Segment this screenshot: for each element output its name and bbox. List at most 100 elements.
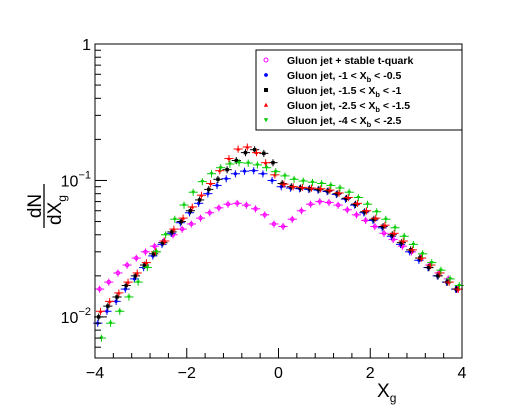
data-point [105,297,115,306]
data-point [103,302,113,310]
data-point [212,181,222,190]
data-point [343,194,353,202]
data-point [179,201,189,209]
data-point [381,215,391,223]
data-point [124,293,134,301]
data-point [113,269,123,277]
data-point [389,229,399,237]
data-point [130,272,140,280]
data-point [342,206,352,214]
data-point [371,214,381,222]
legend-label: Gluon jet + stable t-quark [287,55,413,67]
legend-marker [263,57,269,63]
data-point [131,254,141,262]
data-point [287,215,297,223]
data-point [436,266,446,274]
data-point [141,259,151,267]
data-point [417,250,428,258]
data-point [399,232,409,240]
data-point [408,240,418,249]
legend-label: Gluon jet, -1.5 < Xb < -1 [287,85,401,99]
x-tick-label: 2 [366,365,375,382]
data-point [150,242,160,250]
data-point [277,180,287,188]
data-point [306,184,317,192]
data-point [307,178,318,186]
data-point [370,223,380,231]
y-axis-title-num: dN [25,194,46,218]
data-point [271,168,281,176]
data-point [233,145,243,153]
legend-marker [263,102,269,107]
data-point [106,319,116,327]
data-point [214,204,224,212]
data-point [335,184,345,192]
data-point [279,180,289,188]
y-axis-title-den-sub: g [55,195,69,202]
data-point [121,282,131,290]
data-point [270,171,280,179]
data-point [115,307,125,315]
data-point [123,278,133,286]
data-point [433,272,443,280]
data-point [133,278,143,286]
data-point [249,167,259,175]
data-point [258,170,268,178]
legend-label: Gluon jet, -2.5 < Xb < -1.5 [287,100,410,114]
data-point [372,208,382,216]
x-axis-title-main: X [377,381,390,402]
data-point [142,264,152,272]
data-point [267,177,277,185]
data-point [353,194,363,202]
x-axis-title: Xg [377,381,396,405]
data-point [444,278,454,286]
y-axis-title-den-main: dX [45,201,66,225]
data-point [398,237,408,245]
legend-entry: Gluon jet, -1.5 < Xb < -1 [264,85,401,99]
data-point [187,203,197,211]
data-point [261,164,272,172]
data-point [417,254,427,262]
data-point [379,229,389,237]
y-tick-label: 1 [82,37,91,54]
data-point [251,149,262,157]
data-point [316,185,326,193]
data-point [95,307,106,315]
series-5 [96,159,464,342]
data-point [213,175,223,183]
data-point [317,180,327,188]
data-point [380,221,390,229]
legend-label: Gluon jet, -4 < Xb < -2.5 [287,115,401,129]
legend-marker [264,73,268,77]
data-point [230,170,240,178]
data-point [259,149,269,158]
data-point [188,188,198,196]
data-point [114,289,124,297]
legend-entry: Gluon jet, -4 < Xb < -2.5 [263,115,401,129]
data-point [158,239,168,247]
data-point [216,164,226,172]
data-point [260,211,270,219]
data-point [352,199,362,207]
data-point [324,198,334,207]
legend: Gluon jet + stable t-quark Gluon jet, -1 … [255,49,463,131]
data-point [132,269,142,277]
data-point [261,159,271,167]
data-point [243,159,253,167]
data-point [289,175,299,183]
data-point [206,170,217,178]
y-axis-title: dN dXg [25,184,69,228]
data-point [326,181,336,190]
data-point [224,154,234,163]
x-tick-label: −2 [178,365,196,382]
data-point [170,215,180,223]
data-point [390,224,400,232]
data-point [445,275,455,283]
x-tick-label: 0 [274,365,283,382]
axes: −4 −2 0 2 4 10−2 10−1 1 [61,37,467,382]
data-point [240,149,251,157]
data-point [151,248,162,256]
data-point [234,159,244,167]
data-point [362,200,373,208]
x-axis-title-sub: g [390,391,397,405]
